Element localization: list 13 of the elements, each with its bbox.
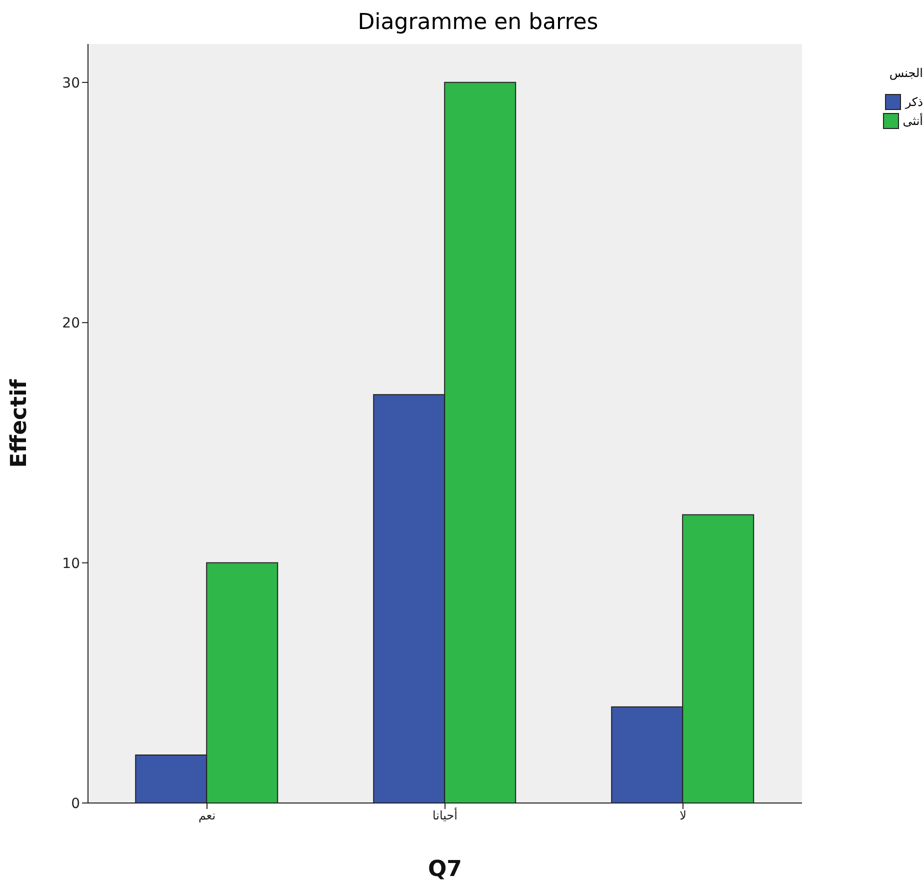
- y-axis-title: Effectif: [6, 378, 32, 468]
- y-tick-label: 20: [62, 316, 80, 332]
- legend-label: أنثى: [902, 114, 923, 128]
- y-tick-label: 10: [62, 556, 80, 572]
- x-tick-label: نعم: [198, 808, 216, 823]
- x-axis-title: Q7: [428, 857, 462, 882]
- x-tick-label: أحيانا: [432, 808, 458, 823]
- legend-title: الجنس: [888, 66, 923, 80]
- y-tick-label: 0: [71, 796, 80, 812]
- legend-label: ذكر: [905, 95, 923, 109]
- y-tick-label: 30: [62, 75, 80, 92]
- x-tick-label: لا: [680, 808, 686, 823]
- chart-title: Diagramme en barres: [356, 10, 600, 35]
